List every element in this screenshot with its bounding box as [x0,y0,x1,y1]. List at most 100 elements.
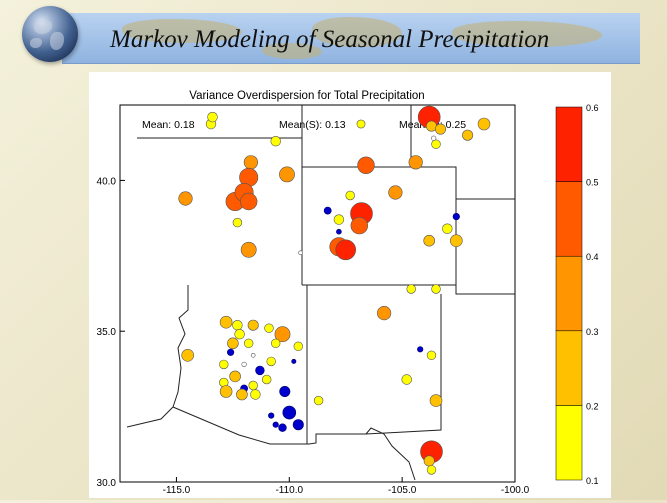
station-point [292,419,304,431]
station-point [250,352,256,358]
station-points [178,105,474,475]
station-point [313,395,324,406]
state-boundaries [126,105,515,481]
station-point [449,234,463,247]
station-point [462,129,474,141]
legend-mean-label: Mean: 0.18 [142,119,195,131]
colorbar: 0.1 0.2 0.3 0.4 0.5 0.6 [555,103,599,486]
title-banner [62,13,640,64]
station-point [219,385,233,398]
station-point [247,319,259,331]
station-point [240,241,257,258]
station-point [232,320,243,331]
colorbar-segment [555,255,583,332]
station-point [270,135,281,147]
y-axis: 30.0 35.0 40.0 [97,176,125,489]
station-point [227,337,239,350]
station-point [423,455,435,467]
station-point [236,388,248,401]
colorbar-tick-label: 0.1 [586,476,599,486]
station-point [178,191,193,206]
station-point [434,123,446,135]
legend-dots [205,117,491,131]
station-point [429,394,443,407]
station-point [274,326,291,343]
globe-icon [22,6,78,62]
station-point [266,356,276,367]
station-point [377,306,392,321]
x-tick-label: -110.0 [275,485,303,496]
station-point [240,192,258,211]
station-point [350,216,368,235]
station-point [431,139,441,149]
colorbar-segment [555,181,583,257]
station-point [232,217,243,228]
station-point [272,421,279,428]
station-point [333,214,345,225]
x-axis: -115.0 -110.0 -105.0 -100.0 [163,477,530,496]
station-point [323,206,332,215]
station-point [431,284,441,294]
station-point [335,239,357,261]
legend-dot [477,117,491,131]
colorbar-tick-label: 0.5 [586,178,599,188]
colorbar-segment [555,330,583,406]
station-point [345,190,355,201]
figure-panel: Variance Overdispersion for Total Precip… [89,72,611,498]
legend-dot [356,119,366,129]
station-point [219,359,229,370]
slide-title: Markov Modeling of Seasonal Precipitatio… [110,26,550,53]
y-tick-label: 40.0 [97,176,117,187]
station-point [408,155,423,170]
station-point [357,156,375,175]
colorbar-segment [555,106,583,182]
station-point [219,315,233,329]
station-point [336,228,342,235]
station-point [264,323,274,333]
station-point [426,350,437,360]
y-tick-label: 30.0 [97,478,117,489]
station-point [452,213,460,221]
station-point [248,380,258,391]
station-point [268,412,275,419]
station-point [234,329,245,340]
colorbar-tick-label: 0.3 [586,327,599,337]
station-point [401,374,412,385]
station-point [250,389,261,400]
station-point [241,361,247,368]
station-point [423,234,436,247]
station-point [255,365,265,376]
colorbar-segment [555,405,583,481]
station-point [298,250,303,256]
station-point [426,465,437,475]
station-point [271,338,281,348]
station-point [406,284,416,294]
station-point [442,223,453,234]
legend-mean-s-label: Mean(S): 0.13 [279,119,346,131]
legend-row: Mean: 0.18 Mean(S): 0.13 Mean(N): 0.25 [142,119,466,131]
station-point [227,348,235,356]
station-point [207,111,218,123]
station-point [278,423,287,432]
station-point [282,405,297,420]
station-point [244,338,254,348]
station-point [262,374,272,385]
station-point [291,358,297,364]
chart-title: Variance Overdispersion for Total Precip… [189,90,424,102]
colorbar-tick-label: 0.2 [586,401,599,411]
station-point [229,370,241,383]
plot-frame [119,104,516,483]
overdispersion-map: Variance Overdispersion for Total Precip… [97,90,599,496]
station-point [181,348,194,362]
station-point [293,341,304,351]
station-point [279,385,291,397]
station-point [279,166,295,183]
colorbar-tick-label: 0.6 [586,103,599,113]
x-tick-label: -115.0 [163,485,191,496]
y-tick-label: 35.0 [97,327,117,338]
x-tick-label: -100.0 [501,485,530,496]
station-point [388,185,403,200]
colorbar-tick-label: 0.4 [586,252,599,262]
station-point [431,135,437,141]
station-point [243,155,258,170]
